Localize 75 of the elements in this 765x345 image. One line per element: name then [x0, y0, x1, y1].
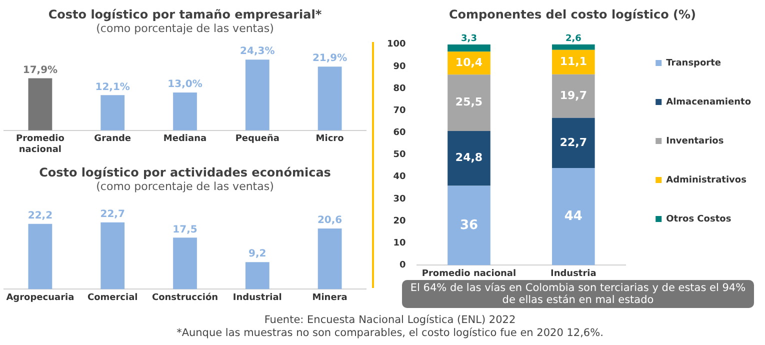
data-label: 2,6: [565, 34, 582, 44]
y-tick-label: 50: [393, 150, 406, 160]
chart-title: Costo logístico por tamaño empresarial*: [48, 7, 322, 22]
x-tick-label: Industrial: [232, 292, 282, 303]
x-tick-label: Mediana: [163, 134, 207, 144]
data-label: 11,1: [560, 55, 587, 68]
y-tick-label: 0: [400, 260, 406, 271]
bar: [173, 238, 197, 290]
data-label: 13,0%: [168, 79, 202, 90]
data-label: 24,8: [455, 151, 483, 164]
legend-label: Almacenamiento: [666, 97, 752, 108]
bar: [318, 66, 342, 130]
chart-subtitle: (como porcentaje de las ventas): [96, 180, 274, 193]
x-tick-label: Industria: [550, 268, 596, 279]
y-tick-label: 60: [393, 128, 406, 138]
x-tick-label: Agropecuaria: [6, 292, 74, 303]
y-tick-label: 30: [393, 194, 406, 204]
bar: [448, 186, 490, 266]
y-tick-label: 10: [393, 238, 406, 248]
data-label: 22,2: [28, 210, 53, 222]
bar: [552, 50, 595, 74]
data-label: 17,9%: [22, 64, 58, 76]
y-tick-label: 20: [393, 216, 406, 226]
x-tick-label: Pequeña: [235, 134, 280, 144]
data-label: 10,4: [455, 56, 483, 70]
data-label: 19,7: [560, 89, 587, 102]
bar: [100, 222, 125, 290]
bar: [552, 168, 595, 266]
bar: [448, 74, 490, 131]
bar: [100, 95, 125, 130]
source-note: Fuente: Encuesta Nacional Logística (ENL) 2022: [263, 314, 517, 326]
y-tick-label: 40: [393, 172, 406, 182]
x-tick-label: Micro: [316, 134, 344, 144]
data-label: 12,1%: [95, 82, 130, 93]
legend-label: Transporte: [666, 58, 722, 68]
y-tick-label: 80: [393, 84, 406, 94]
data-label: 20,6: [317, 215, 342, 226]
legend-label: Administrativos: [666, 175, 746, 186]
bar: [552, 44, 595, 50]
data-label: 22,7: [100, 208, 125, 220]
x-tick-label: Grande: [94, 134, 132, 144]
x-tick-label: Construcción: [152, 292, 218, 303]
bar: [448, 44, 490, 52]
x-tick-label: Promedio nacional: [16, 134, 64, 155]
bar: [448, 130, 490, 186]
data-label: 25,5: [455, 96, 483, 109]
y-tick-label: 90: [393, 62, 406, 72]
chart-title: Componentes del costo logístico (%): [448, 7, 696, 22]
legend-label: Inventarios: [666, 136, 724, 146]
text: *Aunque las muestras no son comparables, el costo logístico fue en 2020 12,6%.: [176, 327, 604, 339]
data-label: 3,3: [461, 34, 477, 44]
bar: [245, 60, 270, 130]
bar: [28, 78, 52, 130]
x-tick-label: Comercial: [87, 292, 138, 303]
x-tick-label: Minera: [312, 292, 348, 303]
bar: [552, 118, 595, 168]
data-label: 9,2: [248, 248, 266, 260]
text: El 64% de las vías en Colombia son terciarias y de estas el 94% de ellas están en mal estado: [402, 280, 754, 308]
bar: [173, 92, 197, 130]
bar: [318, 228, 342, 290]
data-label: 22,7: [560, 136, 587, 149]
y-tick-label: 70: [393, 106, 406, 116]
chart-subtitle: (como porcentaje de las ventas): [96, 22, 274, 35]
bar: [28, 224, 52, 290]
data-label: 36: [460, 218, 478, 233]
bar: [245, 262, 270, 290]
data-label: 44: [564, 209, 582, 224]
legend-label: Otros Costos: [666, 214, 732, 224]
data-label: 17,5: [172, 224, 198, 236]
x-tick-label: Promedio nacional: [422, 268, 516, 279]
chart-title: Costo logístico por actividades económicas: [39, 165, 331, 180]
bar: [552, 74, 595, 118]
data-label: 24,3%: [240, 46, 275, 58]
y-tick-label: 100: [386, 40, 406, 50]
data-label: 21,9%: [312, 53, 348, 64]
